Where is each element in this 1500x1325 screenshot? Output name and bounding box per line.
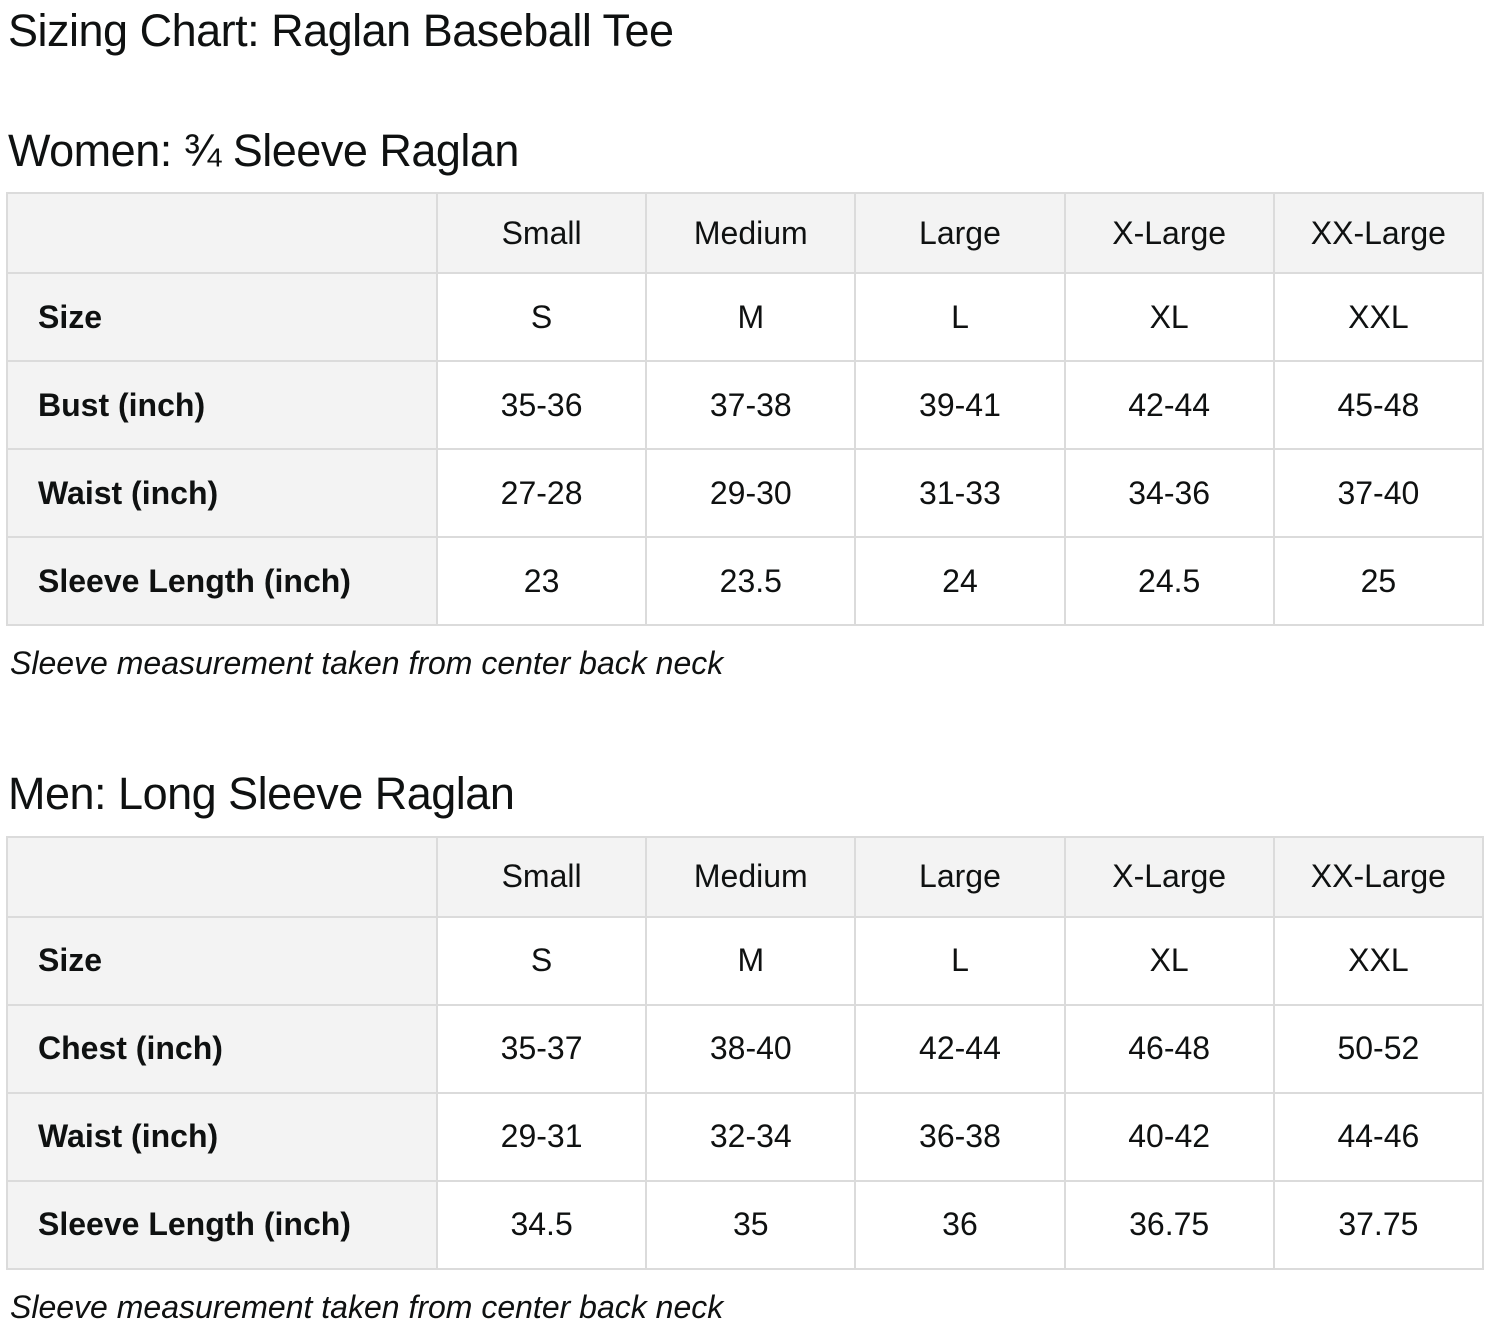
table-cell: 24 <box>854 536 1066 626</box>
column-header-xx-large: XX-Large <box>1272 192 1485 274</box>
table-row-waist: Waist (inch) 29-31 32-34 36-38 40-42 44-… <box>6 1091 1485 1182</box>
table-cell: 35 <box>645 1179 857 1270</box>
table-cell: 34-36 <box>1063 448 1275 538</box>
table-cell: 42-44 <box>1063 360 1275 450</box>
row-label-bust: Bust (inch) <box>6 360 438 450</box>
table-cell: 37-38 <box>645 360 857 450</box>
women-table-header-row: Small Medium Large X-Large XX-Large <box>6 192 1485 274</box>
table-row-bust: Bust (inch) 35-36 37-38 39-41 42-44 45-4… <box>6 360 1485 450</box>
table-cell: 29-31 <box>435 1091 648 1182</box>
column-header-xx-large: XX-Large <box>1272 835 1485 918</box>
table-cell: XXL <box>1272 272 1485 362</box>
table-cell: 37.75 <box>1272 1179 1485 1270</box>
table-cell: 35-36 <box>435 360 648 450</box>
men-section: Men: Long Sleeve Raglan Small Medium Lar… <box>6 768 1485 1325</box>
table-cell: XXL <box>1272 915 1485 1006</box>
page-title: Sizing Chart: Raglan Baseball Tee <box>8 5 674 56</box>
table-cell: L <box>854 915 1066 1006</box>
row-label-waist: Waist (inch) <box>6 448 438 538</box>
table-cell: XL <box>1063 272 1275 362</box>
column-header-medium: Medium <box>645 192 857 274</box>
women-section-title: Women: ¾ Sleeve Raglan <box>8 124 519 176</box>
table-cell: M <box>645 915 857 1006</box>
row-label-waist: Waist (inch) <box>6 1091 438 1182</box>
women-size-table: Small Medium Large X-Large XX-Large Size… <box>6 192 1485 626</box>
table-cell: S <box>435 272 648 362</box>
table-cell: 25 <box>1272 536 1485 626</box>
table-cell: 31-33 <box>854 448 1066 538</box>
table-cell: L <box>854 272 1066 362</box>
table-cell: 40-42 <box>1063 1091 1275 1182</box>
row-label-sleeve-length: Sleeve Length (inch) <box>6 536 438 626</box>
row-label-chest: Chest (inch) <box>6 1003 438 1094</box>
table-row-chest: Chest (inch) 35-37 38-40 42-44 46-48 50-… <box>6 1003 1485 1094</box>
row-label-sleeve-length: Sleeve Length (inch) <box>6 1179 438 1270</box>
column-header-x-large: X-Large <box>1063 192 1275 274</box>
table-cell: 39-41 <box>854 360 1066 450</box>
table-cell: 36.75 <box>1063 1179 1275 1270</box>
column-header-x-large: X-Large <box>1063 835 1275 918</box>
table-cell: 44-46 <box>1272 1091 1485 1182</box>
corner-cell <box>6 192 438 274</box>
column-header-small: Small <box>435 835 648 918</box>
table-cell: 34.5 <box>435 1179 648 1270</box>
table-cell: 50-52 <box>1272 1003 1485 1094</box>
table-cell: 36-38 <box>854 1091 1066 1182</box>
table-row-size: Size S M L XL XXL <box>6 272 1485 362</box>
table-cell: 32-34 <box>645 1091 857 1182</box>
men-section-title: Men: Long Sleeve Raglan <box>8 768 515 820</box>
table-row-sleeve-length: Sleeve Length (inch) 23 23.5 24 24.5 25 <box>6 536 1485 626</box>
table-cell: 35-37 <box>435 1003 648 1094</box>
table-cell: 42-44 <box>854 1003 1066 1094</box>
row-label-size: Size <box>6 272 438 362</box>
column-header-small: Small <box>435 192 648 274</box>
column-header-large: Large <box>854 835 1066 918</box>
men-table-header-row: Small Medium Large X-Large XX-Large <box>6 835 1485 918</box>
women-section: Women: ¾ Sleeve Raglan Small Medium Larg… <box>6 124 1485 682</box>
table-cell: 37-40 <box>1272 448 1485 538</box>
table-cell: 24.5 <box>1063 536 1275 626</box>
table-cell: 27-28 <box>435 448 648 538</box>
table-cell: 23 <box>435 536 648 626</box>
table-cell: 45-48 <box>1272 360 1485 450</box>
table-cell: 36 <box>854 1179 1066 1270</box>
men-sleeve-note: Sleeve measurement taken from center bac… <box>10 1288 724 1325</box>
table-cell: 29-30 <box>645 448 857 538</box>
women-sleeve-note: Sleeve measurement taken from center bac… <box>10 645 724 681</box>
table-cell: 23.5 <box>645 536 857 626</box>
corner-cell <box>6 835 438 918</box>
table-row-sleeve-length: Sleeve Length (inch) 34.5 35 36 36.75 37… <box>6 1179 1485 1270</box>
men-size-table: Small Medium Large X-Large XX-Large Size… <box>6 835 1485 1270</box>
column-header-medium: Medium <box>645 835 857 918</box>
table-cell: M <box>645 272 857 362</box>
table-row-waist: Waist (inch) 27-28 29-30 31-33 34-36 37-… <box>6 448 1485 538</box>
row-label-size: Size <box>6 915 438 1006</box>
table-cell: 38-40 <box>645 1003 857 1094</box>
table-cell: XL <box>1063 915 1275 1006</box>
column-header-large: Large <box>854 192 1066 274</box>
table-row-size: Size S M L XL XXL <box>6 915 1485 1006</box>
table-cell: S <box>435 915 648 1006</box>
table-cell: 46-48 <box>1063 1003 1275 1094</box>
